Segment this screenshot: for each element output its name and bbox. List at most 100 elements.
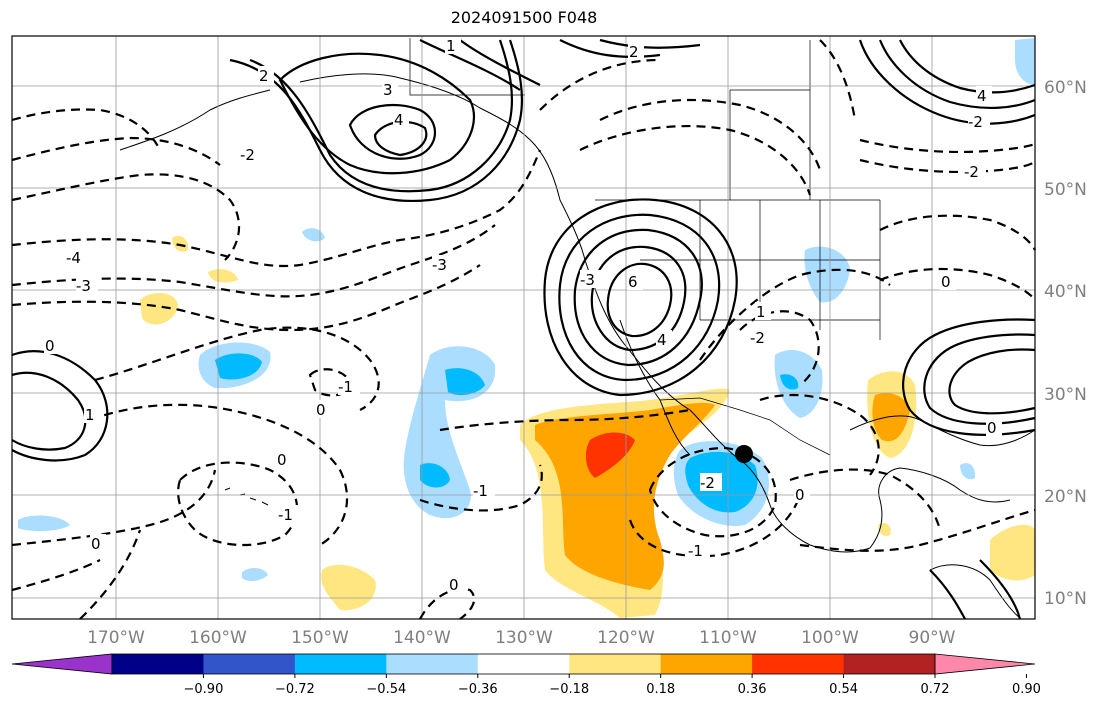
colorbar: −0.90 −0.72 −0.54 −0.36 −0.18 0.18 0.36 0.54 0.7… xyxy=(11,653,1041,697)
negative-region-7 xyxy=(242,568,268,582)
contour-neg-5 xyxy=(11,136,221,166)
lat-label: 50°N xyxy=(1044,180,1087,200)
lat-label: 20°N xyxy=(1044,487,1087,507)
map-frame xyxy=(11,35,1036,620)
contour-pos-15 xyxy=(948,348,1036,415)
contour-neg-6 xyxy=(11,108,161,151)
contour-label: 2 xyxy=(259,67,269,85)
contour-label: 1 xyxy=(756,303,766,321)
lon-label: 90°W xyxy=(909,628,956,648)
colorbar-segment xyxy=(294,654,387,674)
positive-region-red xyxy=(585,432,635,478)
negative-region-8 xyxy=(302,228,325,242)
gulf-coastline xyxy=(869,467,1011,549)
lon-label: 120°W xyxy=(597,628,655,648)
colorbar-tick-label: 0.72 xyxy=(921,682,950,697)
map-background xyxy=(12,36,1035,619)
contour-pos-12 xyxy=(11,371,87,451)
lat-label: 60°N xyxy=(1044,78,1087,98)
negative-region-2-core-b xyxy=(420,463,450,488)
contour-label: -3 xyxy=(432,256,447,274)
positive-contours xyxy=(11,38,1036,620)
province-borders xyxy=(729,40,811,200)
colorbar-segment xyxy=(477,654,570,674)
lon-label: 150°W xyxy=(291,628,349,648)
lon-label: 110°W xyxy=(699,628,757,648)
colorbar-segment xyxy=(386,654,479,674)
positive-region-small-1 xyxy=(140,293,178,325)
contour-neg-28 xyxy=(11,529,142,620)
contour-pos-1 xyxy=(278,52,475,175)
contour-neg-30 xyxy=(819,39,857,121)
colorbar-extend-low xyxy=(11,653,113,675)
negative-contours xyxy=(11,39,1036,620)
contour-neg-25 xyxy=(599,98,822,171)
contour-label: -1 xyxy=(473,482,488,500)
colorbar-tick-label: −0.36 xyxy=(458,682,498,697)
contour-neg-22 xyxy=(879,267,1036,301)
contour-neg-9 xyxy=(11,469,217,547)
contour-neg-2 xyxy=(11,224,496,298)
lon-label: 170°W xyxy=(87,628,145,648)
contour-pos-8 xyxy=(573,228,703,367)
colorbar-tick-label: −0.54 xyxy=(366,682,406,697)
positive-region-small-2 xyxy=(172,235,189,252)
contour-neg-27 xyxy=(539,58,661,111)
contour-label: -3 xyxy=(580,271,595,289)
contour-label: 0 xyxy=(449,576,459,594)
positive-shading xyxy=(140,235,1035,618)
contour-pos-6 xyxy=(543,198,738,397)
contour-label: -1 xyxy=(278,506,293,524)
colorbar-tick-label: 0.54 xyxy=(829,682,858,697)
contour-neg-13 xyxy=(419,464,543,512)
us-gulf-coast xyxy=(849,415,1036,447)
contour-label: 3 xyxy=(383,81,393,99)
contour-neg-10 xyxy=(177,461,299,547)
contour-label: -3 xyxy=(76,277,91,295)
contour-label: 0 xyxy=(987,419,997,437)
alaska-border xyxy=(409,38,525,96)
colorbar-tick-label: 0.36 xyxy=(738,682,767,697)
colorbar-tick-label: −0.18 xyxy=(549,682,589,697)
contour-neg-20 xyxy=(799,508,1036,552)
us-mexico-border xyxy=(659,397,831,456)
colorbar-tick-label: −0.72 xyxy=(275,682,315,697)
contour-label: 0 xyxy=(316,401,326,419)
latitude-labels: 60°N 50°N 40°N 30°N 20°N 10°N xyxy=(1044,78,1087,609)
lon-label: 100°W xyxy=(801,628,859,648)
colorbar-segment xyxy=(112,654,204,674)
colorbar-segment xyxy=(660,654,753,674)
colorbar-tick-label: −0.90 xyxy=(184,682,224,697)
contour-neg-26 xyxy=(579,125,812,196)
positive-region-small-4 xyxy=(321,564,376,611)
positive-region-gulf-orange xyxy=(872,393,910,442)
contour-label: 4 xyxy=(977,87,987,105)
lat-label: 30°N xyxy=(1044,385,1087,405)
contour-neg-8 xyxy=(89,403,349,546)
colorbar-extend-high xyxy=(934,653,1036,675)
contour-pos-17 xyxy=(878,39,1036,110)
baja-coastline xyxy=(619,319,691,456)
negative-region-4-core xyxy=(780,374,799,390)
contour-neg-29 xyxy=(419,587,476,620)
contour-label: 4 xyxy=(394,111,404,129)
positive-region-caribbean xyxy=(990,524,1035,581)
lon-label: 160°W xyxy=(189,628,247,648)
contour-labels: 4 3 2 1 6 4 -4 -3 -3 -2 -1 0 0 -1 -2 -1 … xyxy=(44,36,1002,594)
contour-label: 6 xyxy=(628,273,638,291)
contour-neg-4 xyxy=(11,173,241,261)
contour-label: -2 xyxy=(968,113,983,131)
colorbar-tick-label: 0.90 xyxy=(1012,682,1041,697)
contour-neg-23 xyxy=(859,158,1036,174)
graticule xyxy=(12,36,1035,619)
negative-region-4 xyxy=(774,350,823,418)
contour-pos-14 xyxy=(923,333,1036,425)
contour-pos-13 xyxy=(902,318,1036,436)
hawaii-islands xyxy=(224,487,269,506)
contour-label: -2 xyxy=(964,163,979,181)
contour-label: 0 xyxy=(91,535,101,553)
colorbar-segment xyxy=(843,654,936,674)
lat-label: 10°N xyxy=(1044,589,1087,609)
contour-neg-3 xyxy=(11,264,481,332)
contour-label: -1 xyxy=(338,378,353,396)
